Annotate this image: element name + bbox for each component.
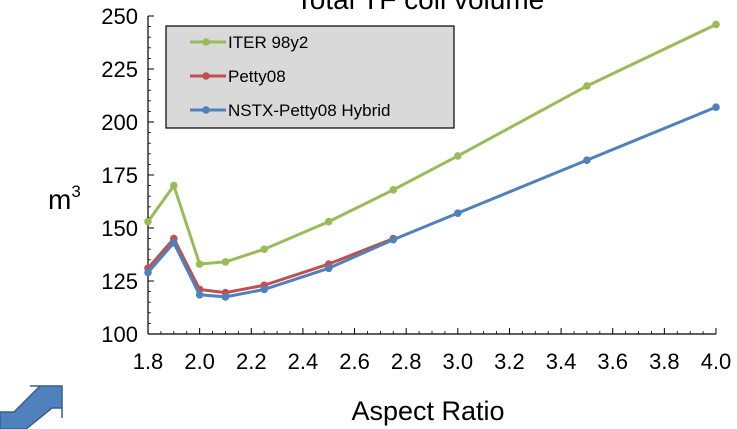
data-point (144, 217, 152, 226)
legend-swatch-marker (202, 38, 210, 46)
y-tick-label: 250 (101, 4, 138, 29)
x-axis-label: Aspect Ratio (351, 396, 504, 426)
series-0 (144, 20, 720, 268)
legend-item: ITER 98y2 (190, 33, 308, 52)
data-point (195, 260, 204, 268)
x-tick-label: 3.8 (649, 349, 680, 374)
legend-swatch-marker (202, 106, 210, 114)
x-tick-label: 3.2 (494, 349, 525, 374)
data-point (221, 293, 230, 301)
x-tick-label: 3.4 (546, 349, 577, 374)
data-point (712, 103, 720, 111)
y-tick-label: 100 (101, 322, 138, 347)
data-point (712, 20, 720, 29)
data-point (324, 217, 333, 226)
data-point (195, 290, 204, 299)
y-tick-label: 225 (101, 57, 138, 82)
y-tick-label: 150 (101, 216, 138, 241)
data-point (583, 82, 591, 90)
x-tick-label: 3.0 (443, 349, 474, 374)
x-tick-label: 2.4 (288, 349, 319, 374)
data-point (324, 264, 333, 273)
series-line (146, 23, 717, 266)
legend-label: Petty08 (228, 67, 286, 86)
series-line (146, 105, 717, 299)
x-tick-label: 2.0 (184, 349, 215, 374)
data-point (170, 239, 178, 247)
x-tick-label: 2.2 (236, 349, 267, 374)
data-point (389, 186, 398, 194)
y-tick-label: 175 (101, 163, 138, 188)
x-tick-label: 2.6 (339, 349, 370, 374)
y-tick-label: 125 (101, 269, 138, 294)
legend-swatch-marker (202, 72, 210, 80)
y-tick-label: 200 (101, 110, 138, 135)
data-point (389, 235, 398, 244)
data-point (583, 156, 591, 164)
legend-item: NSTX-Petty08 Hybrid (190, 101, 391, 120)
data-point (454, 209, 462, 217)
x-tick-label: 3.6 (597, 349, 628, 374)
data-point (454, 152, 462, 160)
axes: 100 125 150 175 200 225 250 1.8 2.0 2.2 2.4 2.6 2.8 3… (101, 4, 731, 374)
y-axis-label-exponent: 3 (71, 182, 80, 201)
series-layer (144, 20, 720, 301)
legend-item: Petty08 (190, 67, 286, 86)
data-point (144, 268, 152, 277)
legend-label: ITER 98y2 (228, 33, 308, 52)
y-axis-label-base: m (48, 184, 71, 215)
series-2 (144, 103, 720, 301)
x-tick-label: 4.0 (701, 349, 732, 374)
x-tick-label: 1.8 (133, 349, 164, 374)
data-point (260, 285, 268, 294)
data-point (170, 181, 178, 190)
data-point (221, 258, 230, 266)
legend: ITER 98y2 Petty08 NSTX-Petty08 Hybrid (165, 25, 455, 129)
chart-title: Total TF coil volume (296, 0, 544, 15)
data-point (260, 245, 268, 253)
legend-label: NSTX-Petty08 Hybrid (228, 101, 391, 120)
y-axis-label: m3 (48, 182, 81, 215)
arrow-up-right-icon (0, 385, 63, 429)
x-tick-label: 2.8 (391, 349, 422, 374)
